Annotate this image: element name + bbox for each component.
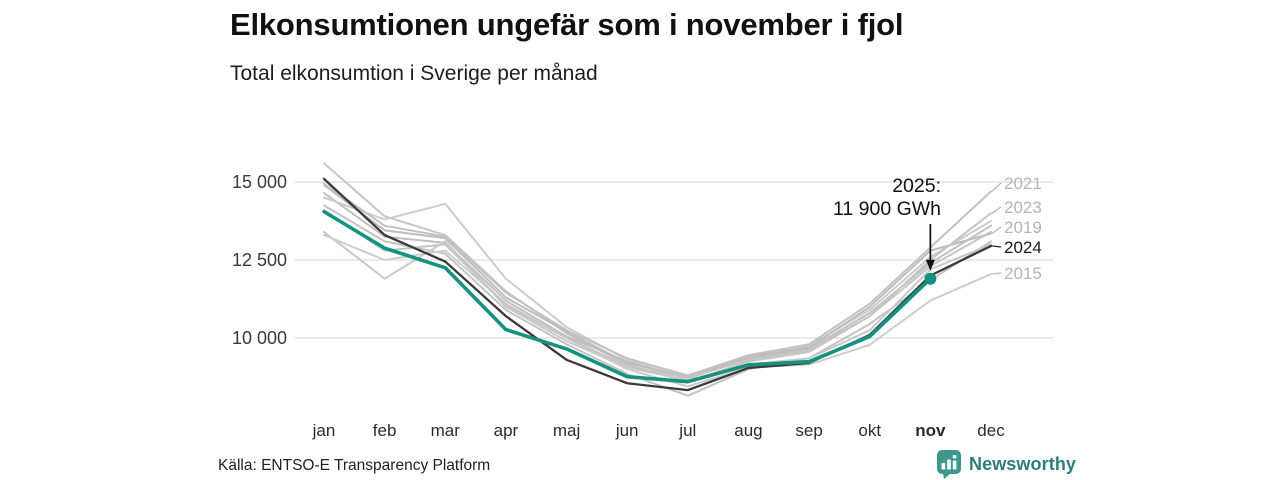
series-label-2023: 2023 — [1004, 198, 1042, 217]
series-label-2019: 2019 — [1004, 218, 1042, 237]
newsworthy-bubble-chart-icon — [937, 450, 961, 479]
x-tick-label-jun: jun — [615, 421, 639, 440]
label-leader-2024 — [991, 245, 1002, 248]
annotation-arrowhead-icon — [925, 259, 935, 271]
x-tick-label-jan: jan — [312, 421, 336, 440]
series-label-2024: 2024 — [1004, 238, 1042, 257]
x-tick-label-sep: sep — [795, 421, 823, 440]
annotation-2025: 2025: 11 900 GWh — [833, 175, 941, 221]
series-line-2022 — [323, 230, 992, 382]
annotation-year-label: 2025: — [892, 175, 941, 197]
label-leader-2019 — [991, 226, 1002, 234]
series-line-2020 — [323, 204, 992, 397]
newsworthy-logo[interactable]: Newsworthy — [936, 449, 1076, 480]
label-leader-2023 — [991, 206, 1002, 214]
x-tick-label-dec: dec — [977, 421, 1005, 440]
y-tick-label: 10 000 — [231, 328, 287, 348]
chart-title: Elkonsumtionen ungefär som i november i … — [230, 7, 904, 42]
series-label-2015: 2015 — [1004, 264, 1042, 283]
x-tick-label-aug: aug — [734, 421, 763, 440]
x-tick-label-apr: apr — [493, 421, 519, 440]
label-leader-2021 — [991, 182, 1002, 192]
annotation-value-label: 11 900 GWh — [832, 198, 941, 220]
series-line-2023 — [323, 209, 992, 379]
x-tick-label-nov: nov — [915, 421, 946, 440]
x-tick-label-okt: okt — [858, 421, 882, 440]
series-line-2018 — [323, 196, 992, 377]
y-tick-label: 15 000 — [231, 172, 287, 192]
newsworthy-wordmark: Newsworthy — [969, 454, 1077, 474]
series-line-2015 — [323, 234, 992, 388]
endpoint-dot-2025 — [924, 272, 937, 285]
x-tick-label-jul: jul — [679, 421, 697, 440]
y-tick-label: 12 500 — [231, 250, 287, 270]
x-tick-label-maj: maj — [552, 421, 581, 440]
x-tick-label-feb: feb — [372, 421, 397, 440]
source-caption: Källa: ENTSO-E Transparency Platform — [218, 457, 491, 474]
x-tick-label-mar: mar — [430, 421, 460, 440]
series-label-2021: 2021 — [1004, 174, 1042, 193]
label-leader-2015 — [991, 272, 1002, 275]
chart-subtitle: Total elkonsumtion i Sverige per månad — [230, 62, 598, 85]
series-line-2025 — [322, 209, 933, 384]
